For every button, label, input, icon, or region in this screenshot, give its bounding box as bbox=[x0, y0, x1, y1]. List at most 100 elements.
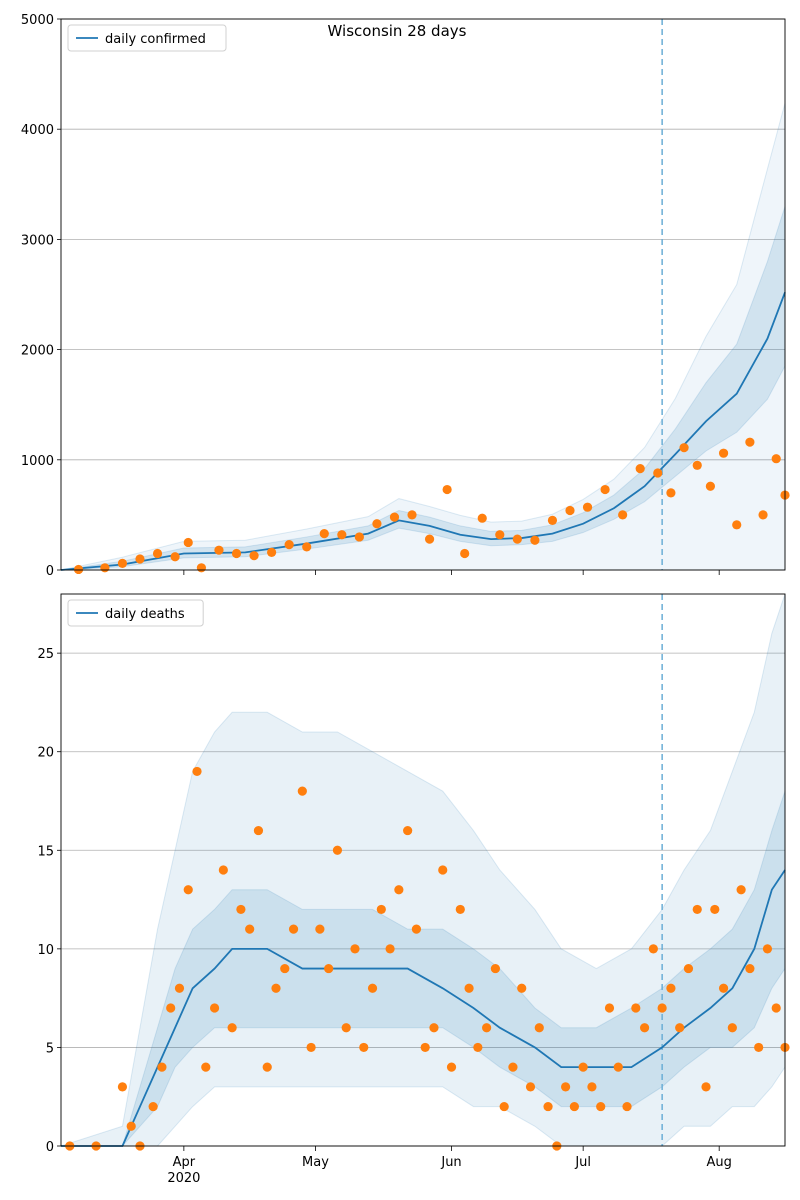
observed-point bbox=[100, 563, 110, 573]
observed-point bbox=[727, 1023, 737, 1033]
observed-point bbox=[446, 1062, 457, 1072]
observed-point bbox=[284, 540, 294, 550]
legend-label: daily deaths bbox=[105, 607, 185, 622]
observed-point bbox=[152, 548, 163, 559]
observed-point bbox=[771, 1003, 781, 1013]
observed-point bbox=[692, 904, 702, 915]
observed-point bbox=[745, 963, 755, 974]
observed-point bbox=[561, 1082, 571, 1092]
observed-point bbox=[73, 564, 84, 575]
observed-point bbox=[319, 529, 329, 539]
legend-box bbox=[67, 24, 227, 52]
observed-point bbox=[635, 464, 645, 474]
observed-point bbox=[547, 515, 558, 526]
observed-point bbox=[754, 1042, 764, 1053]
observed-point bbox=[249, 551, 259, 561]
observed-point bbox=[411, 924, 422, 934]
observed-point bbox=[442, 484, 452, 495]
observed-point bbox=[596, 1101, 606, 1112]
observed-point bbox=[675, 1023, 685, 1033]
legend: daily deaths bbox=[67, 599, 204, 627]
observed-point bbox=[718, 448, 729, 458]
observed-point bbox=[705, 481, 716, 491]
observed-point bbox=[604, 1003, 615, 1013]
observed-point bbox=[192, 766, 202, 777]
observed-point bbox=[710, 904, 720, 915]
y-tick-label: 25 bbox=[37, 647, 54, 662]
observed-point bbox=[718, 983, 729, 993]
plot-frame bbox=[60, 18, 786, 571]
observed-point bbox=[341, 1023, 351, 1033]
observed-point bbox=[622, 1101, 632, 1112]
observed-point bbox=[196, 563, 207, 573]
observed-point bbox=[517, 983, 527, 993]
observed-point bbox=[758, 510, 768, 520]
observed-point bbox=[367, 983, 378, 993]
observed-point bbox=[288, 924, 299, 934]
observed-point bbox=[438, 865, 448, 875]
observed-point bbox=[280, 963, 290, 974]
observed-point bbox=[424, 534, 435, 544]
observed-point bbox=[214, 545, 224, 555]
observed-point bbox=[657, 1003, 667, 1013]
observed-point bbox=[600, 484, 610, 495]
observed-point bbox=[350, 944, 360, 954]
observed-point bbox=[372, 519, 382, 529]
observed-point bbox=[745, 437, 755, 447]
observed-point bbox=[534, 1023, 544, 1033]
observed-point bbox=[512, 534, 522, 544]
observed-point bbox=[482, 1023, 492, 1033]
observed-point bbox=[666, 983, 676, 993]
observed-point bbox=[354, 532, 364, 542]
observed-point bbox=[135, 554, 145, 564]
observed-point bbox=[337, 530, 347, 540]
observed-point bbox=[490, 963, 500, 974]
observed-point bbox=[201, 1062, 211, 1072]
observed-point bbox=[403, 825, 413, 836]
observed-point bbox=[455, 904, 465, 915]
observed-point bbox=[389, 512, 400, 522]
observed-point bbox=[227, 1023, 237, 1033]
observed-point bbox=[148, 1101, 158, 1112]
observed-point bbox=[762, 944, 773, 954]
observed-point bbox=[117, 558, 128, 568]
y-tick-label: 5 bbox=[46, 1041, 54, 1056]
observed-point bbox=[666, 488, 676, 498]
observed-point bbox=[209, 1003, 220, 1013]
observed-point bbox=[639, 1023, 650, 1033]
observed-point bbox=[578, 1062, 588, 1072]
observed-point bbox=[543, 1101, 553, 1112]
x-tick-label: 2020 bbox=[167, 1171, 200, 1186]
observed-point bbox=[569, 1101, 579, 1112]
observed-point bbox=[464, 983, 474, 993]
observed-point bbox=[236, 904, 246, 915]
observed-point bbox=[324, 963, 334, 974]
observed-point bbox=[253, 825, 264, 836]
observed-point bbox=[736, 885, 746, 895]
observed-point bbox=[679, 443, 689, 453]
observed-point bbox=[473, 1042, 483, 1053]
observed-point bbox=[692, 460, 702, 470]
observed-point bbox=[157, 1062, 167, 1072]
observed-point bbox=[262, 1062, 272, 1072]
observed-point bbox=[613, 1062, 623, 1072]
observed-point bbox=[407, 510, 417, 520]
observed-point bbox=[587, 1082, 597, 1092]
uncertainty-band-wide bbox=[60, 103, 786, 571]
y-tick-label: 1000 bbox=[21, 454, 54, 469]
x-tick-label: May bbox=[302, 1155, 329, 1170]
y-tick-label: 2000 bbox=[21, 344, 54, 359]
plot-frame bbox=[60, 593, 786, 1147]
figure-title: Wisconsin 28 days bbox=[328, 22, 467, 40]
observed-point bbox=[315, 924, 325, 934]
confirmed-panel: 0 1000 2000 3000 4000 5000 daily confirmed bbox=[21, 13, 790, 579]
observed-point bbox=[683, 963, 694, 974]
observed-point bbox=[648, 944, 658, 954]
observed-point bbox=[701, 1082, 711, 1092]
y-tick-label: 10 bbox=[37, 943, 54, 958]
observed-point bbox=[231, 548, 242, 559]
observed-point bbox=[460, 548, 470, 559]
observed-point bbox=[653, 468, 663, 478]
